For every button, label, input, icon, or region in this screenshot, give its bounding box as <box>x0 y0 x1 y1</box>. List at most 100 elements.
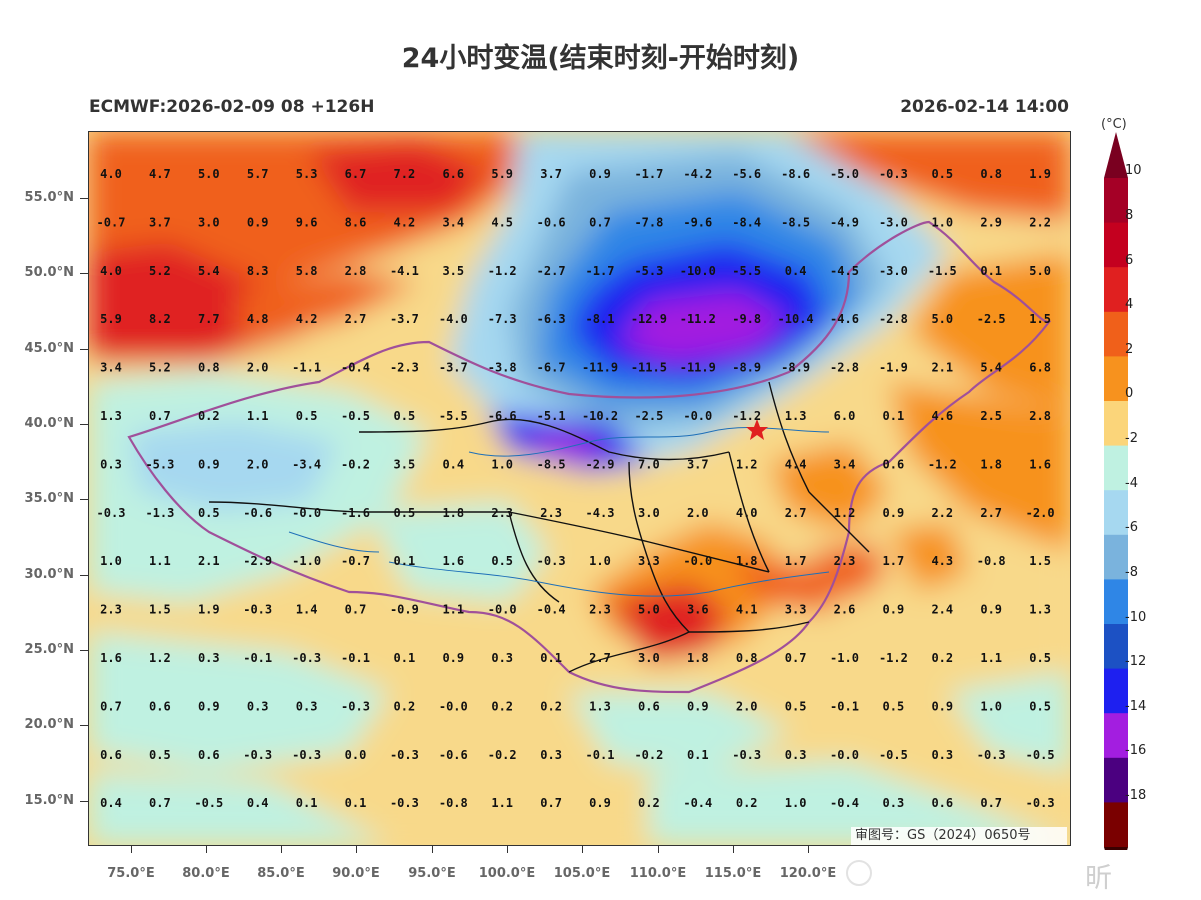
grid-value: -0.5 <box>194 796 223 810</box>
grid-value: 1.7 <box>785 554 807 568</box>
grid-value: -3.4 <box>292 457 321 471</box>
grid-value: 1.8 <box>687 651 709 665</box>
grid-value: -11.9 <box>582 361 618 375</box>
grid-value: 2.3 <box>834 554 856 568</box>
grid-value: -1.2 <box>732 409 761 423</box>
grid-value: -1.0 <box>830 651 859 665</box>
grid-value: 0.1 <box>345 796 367 810</box>
grid-value: -0.0 <box>292 506 321 520</box>
grid-value: -0.2 <box>488 748 517 762</box>
colorbar-tick-label: -12 <box>1125 654 1147 669</box>
grid-value: 0.9 <box>883 603 905 617</box>
colorbar-segment <box>1104 178 1128 224</box>
grid-value: 5.0 <box>931 312 953 326</box>
grid-value: 4.6 <box>931 409 953 423</box>
grid-value: -0.4 <box>341 361 370 375</box>
grid-value: 2.3 <box>491 506 513 520</box>
grid-value: 1.7 <box>883 554 905 568</box>
grid-value: 0.7 <box>149 409 171 423</box>
grid-value: 3.5 <box>442 264 464 278</box>
grid-value: 0.6 <box>198 748 220 762</box>
grid-value: 3.0 <box>198 215 220 229</box>
grid-value: 0.2 <box>394 699 416 713</box>
lon-tick <box>733 845 734 853</box>
lat-label-55: 55.0°N <box>24 190 74 205</box>
grid-value: -10.2 <box>582 409 618 423</box>
lon-tick <box>658 845 659 853</box>
grid-value: -4.3 <box>586 506 615 520</box>
grid-value: 0.3 <box>931 748 953 762</box>
lon-label-95: 95.0°E <box>408 866 456 881</box>
grid-value: -4.0 <box>439 312 468 326</box>
grid-value: -8.1 <box>586 312 615 326</box>
lon-label-120: 120.0°E <box>779 866 837 881</box>
grid-value: 0.6 <box>638 699 660 713</box>
grid-value: 1.2 <box>834 506 856 520</box>
lon-label-115: 115.0°E <box>704 866 762 881</box>
grid-value: -0.5 <box>879 748 908 762</box>
grid-value: 2.9 <box>980 215 1002 229</box>
grid-value: 0.9 <box>247 215 269 229</box>
grid-value: -0.5 <box>341 409 370 423</box>
grid-value: 8.3 <box>247 264 269 278</box>
grid-value: -0.3 <box>243 748 272 762</box>
grid-value: -6.6 <box>488 409 517 423</box>
grid-value: -0.3 <box>1026 796 1055 810</box>
grid-value: 1.3 <box>589 699 611 713</box>
colorbar-segment <box>1104 490 1128 536</box>
grid-value: -0.5 <box>1026 748 1055 762</box>
grid-value: -3.8 <box>488 361 517 375</box>
grid-value: 2.0 <box>247 457 269 471</box>
colorbar-segment <box>1104 445 1128 491</box>
colorbar-segment <box>1104 757 1128 803</box>
grid-value: 0.3 <box>491 651 513 665</box>
grid-value: -0.3 <box>97 506 126 520</box>
grid-value: -2.5 <box>634 409 663 423</box>
grid-value: -0.3 <box>292 748 321 762</box>
grid-value: -5.3 <box>145 457 174 471</box>
grid-value: -1.3 <box>145 506 174 520</box>
grid-value: 4.2 <box>296 312 318 326</box>
grid-value: 0.2 <box>540 699 562 713</box>
lat-label-20: 20.0°N <box>24 717 74 732</box>
grid-value: -0.4 <box>683 796 712 810</box>
chart-title: 24小时变温(结束时刻-开始时刻) <box>401 43 800 74</box>
grid-value: -3.0 <box>879 264 908 278</box>
grid-value: 0.4 <box>785 264 807 278</box>
grid-value: 3.7 <box>540 167 562 181</box>
map-review-number: 审图号：GS（2024）0650号 <box>851 827 1067 845</box>
grid-value: -0.3 <box>243 603 272 617</box>
grid-value: -1.2 <box>488 264 517 278</box>
grid-value: -6.7 <box>537 361 566 375</box>
grid-value: 5.8 <box>296 264 318 278</box>
grid-value: 0.2 <box>931 651 953 665</box>
grid-value: 0.5 <box>931 167 953 181</box>
rivers <box>288 427 830 597</box>
grid-value: -9.8 <box>732 312 761 326</box>
lon-label-80: 80.0°E <box>182 866 230 881</box>
colorbar-segment <box>1104 534 1128 580</box>
province-boundaries <box>208 381 870 673</box>
grid-value: 0.1 <box>540 651 562 665</box>
grid-value: 1.3 <box>785 409 807 423</box>
grid-value: 0.1 <box>296 796 318 810</box>
grid-value: 1.4 <box>296 603 318 617</box>
grid-value: 0.3 <box>540 748 562 762</box>
colorbar-tick-label: 8 <box>1125 208 1134 223</box>
colorbar-tick-label: -18 <box>1125 788 1147 803</box>
grid-value: 0.1 <box>980 264 1002 278</box>
grid-value: 0.3 <box>247 699 269 713</box>
grid-value: 0.9 <box>980 603 1002 617</box>
grid-value: -4.9 <box>830 215 859 229</box>
colorbar-tick-label: -16 <box>1125 743 1147 758</box>
grid-value: 0.7 <box>980 796 1002 810</box>
lon-tick <box>432 845 433 853</box>
grid-value: -4.1 <box>390 264 419 278</box>
grid-value: -3.0 <box>879 215 908 229</box>
grid-value: -0.3 <box>341 699 370 713</box>
grid-value: 6.7 <box>345 167 367 181</box>
grid-value: 0.3 <box>198 651 220 665</box>
lon-label-100: 100.0°E <box>478 866 536 881</box>
grid-value: -0.3 <box>390 796 419 810</box>
grid-value: 0.6 <box>100 748 122 762</box>
